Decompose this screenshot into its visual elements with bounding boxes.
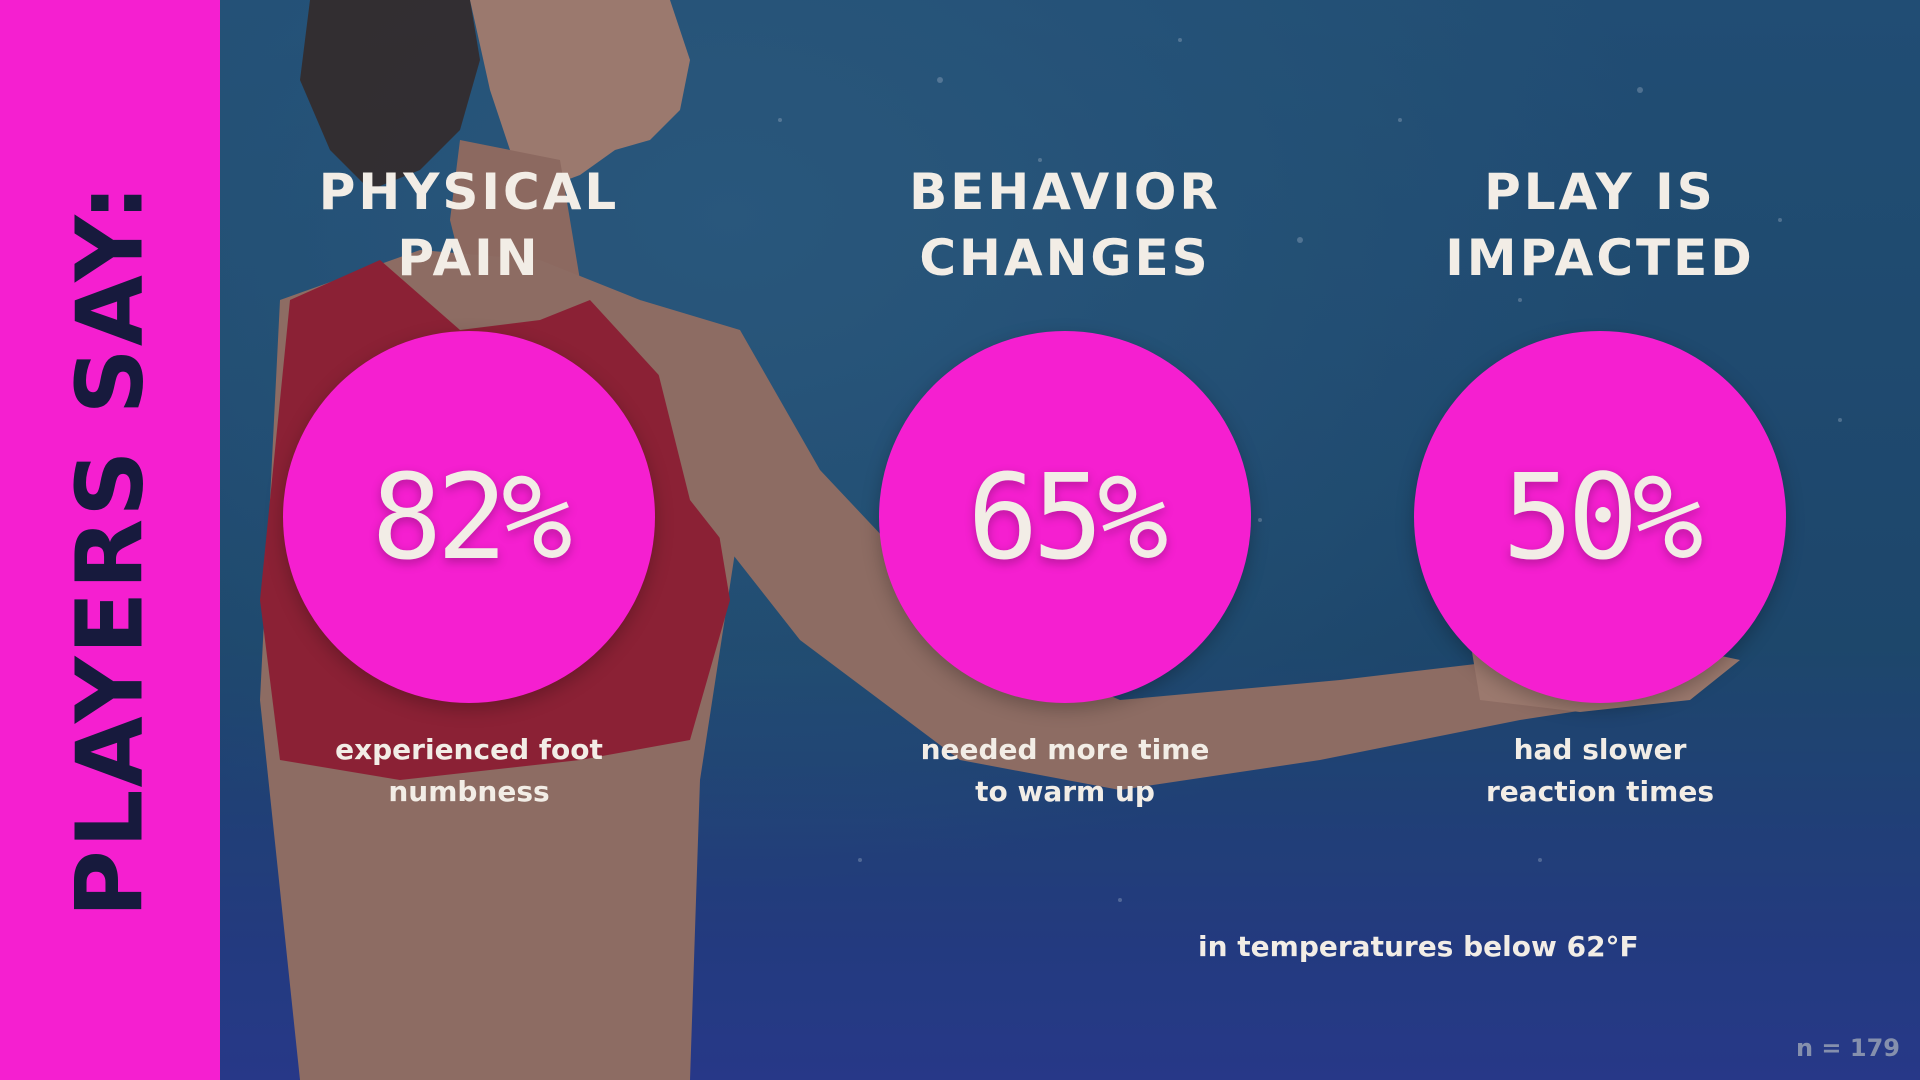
- stat-circle: 65%: [879, 331, 1251, 703]
- stat-behavior-changes: BEHAVIOR CHANGES 65% needed more time to…: [855, 155, 1275, 813]
- stat-value: 65%: [967, 448, 1168, 586]
- sample-size: n = 179: [1795, 1034, 1900, 1062]
- stat-value: 82%: [371, 448, 572, 586]
- stat-caption: needed more time to warm up: [920, 733, 1210, 808]
- sidebar: PLAYERS SAY:: [0, 0, 220, 1080]
- sidebar-title: PLAYERS SAY:: [56, 182, 164, 918]
- stat-circle: 82%: [283, 331, 655, 703]
- stat-value: 50%: [1502, 448, 1703, 586]
- stat-physical-pain: PHYSICAL PAIN 82% experienced foot numbn…: [259, 155, 679, 813]
- stat-heading: PLAY IS IMPACTED: [1445, 163, 1755, 287]
- temperature-footnote: in temperatures below 62°F: [1198, 930, 1639, 963]
- stat-heading: BEHAVIOR CHANGES: [909, 163, 1221, 287]
- stat-caption: experienced foot numbness: [335, 733, 603, 808]
- stat-heading: PHYSICAL PAIN: [318, 163, 620, 287]
- stat-caption: had slower reaction times: [1485, 733, 1714, 808]
- stat-play-impacted: PLAY IS IMPACTED 50% had slower reaction…: [1390, 155, 1810, 813]
- stat-circle: 50%: [1414, 331, 1786, 703]
